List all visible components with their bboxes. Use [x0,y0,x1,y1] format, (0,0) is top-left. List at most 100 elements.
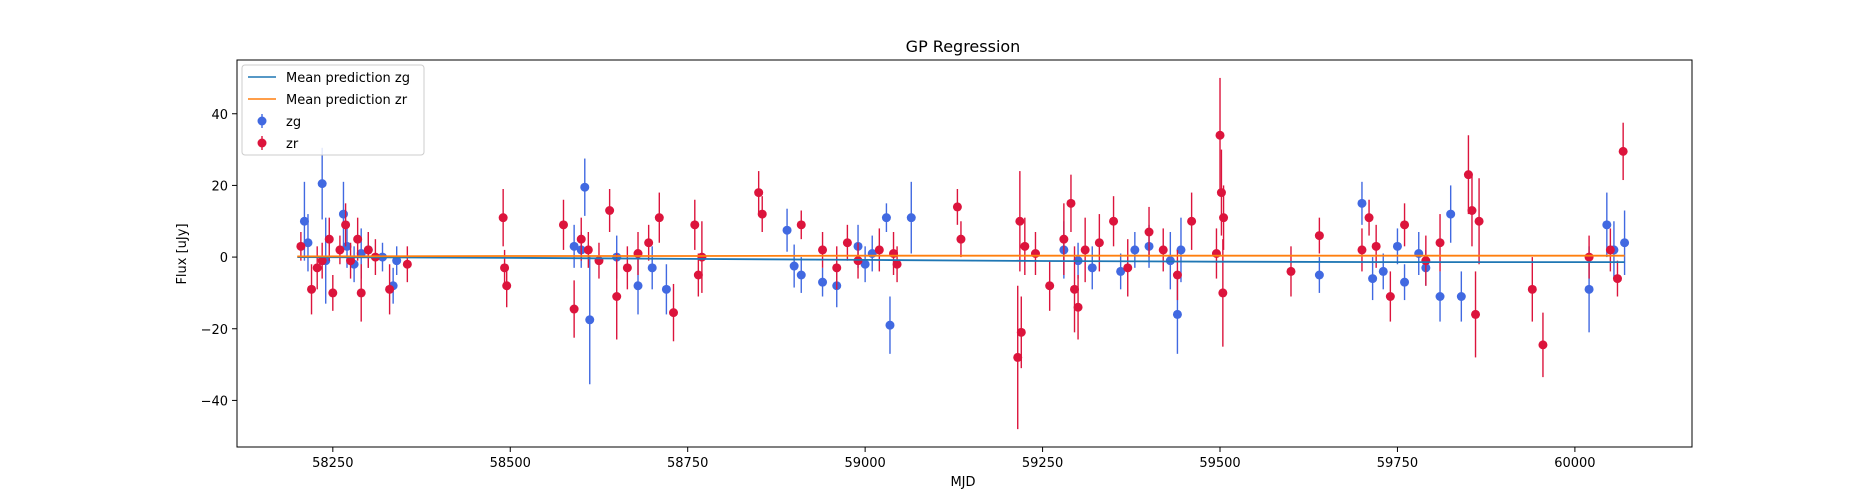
mean-prediction-line-1 [297,254,1625,258]
data-point-zr [1030,249,1040,258]
data-point-zg [580,182,590,192]
data-point-zr [754,188,764,198]
data-point-zg [1368,274,1378,284]
data-point-zr [363,245,373,255]
x-tick-label: 58500 [490,456,531,471]
x-tick-label: 59250 [1022,456,1063,471]
data-point-zr [697,252,707,262]
data-point-zg [1602,220,1612,230]
data-point-zr [644,238,654,248]
data-point-zr [385,284,395,294]
x-tick-label: 58750 [667,456,708,471]
data-point-zr [1109,216,1119,226]
plot-frame [236,59,1693,448]
data-point-zr [1172,270,1182,280]
y-tick-label: 40 [211,108,228,123]
data-point-zg [303,238,313,248]
data-point-zr [1527,284,1537,294]
data-point-zr [1218,288,1228,298]
x-tick-label: 59000 [844,456,885,471]
data-point-zr [569,304,579,314]
data-point-zr [1314,231,1324,241]
data-point-zr [1400,220,1410,230]
y-tick-label: −40 [201,394,228,409]
data-point-zr [796,220,806,230]
data-point-zr [1066,198,1076,208]
data-point-zg [1456,292,1466,301]
y-tick-label: −20 [201,323,228,338]
x-axis-ticks: 58250 58500 58750 59000 59250 59500 59750 60000 [312,447,1596,471]
data-point-zg [1116,266,1126,276]
data-point-zg [585,315,595,325]
data-point-zr [1158,245,1168,255]
legend: Mean prediction zg Mean prediction zr zg… [241,64,425,156]
data-point-zr [558,220,568,230]
data-point-zg [1130,245,1140,255]
y-axis-ticks: −40 −20 0 20 40 [201,108,237,409]
data-point-zr [353,234,363,244]
chart-title: GP Regression [906,37,1021,56]
data-point-zg [1392,241,1402,251]
data-point-zr [1045,281,1055,291]
data-point-zg [1087,263,1097,273]
data-point-zg [392,256,402,266]
data-point-zr [1467,206,1477,215]
data-point-zg [885,320,895,330]
data-point-zr [1080,245,1090,255]
data-point-zr [818,245,828,255]
data-point-zg [1172,309,1182,319]
data-point-zg [569,241,579,251]
data-point-zr [296,241,306,251]
data-point-zr [1421,256,1431,266]
data-point-zg [1435,292,1445,301]
data-point-zg [1357,198,1367,208]
data-point-zr [842,238,852,248]
legend-swatch-zr-marker [257,138,267,148]
data-point-zr [498,213,508,223]
data-point-zr [583,245,593,255]
data-point-zr [1070,284,1080,294]
data-point-zr [1020,241,1030,251]
data-point-zr [1215,130,1225,140]
data-point-zr [1371,241,1381,251]
data-point-zg [1584,284,1594,294]
data-point-zr [1211,249,1221,258]
data-point-zg [1176,245,1186,255]
data-point-zr [612,292,622,301]
data-point-zr [1618,146,1628,156]
y-tick-label: 20 [211,179,228,194]
plot-area [296,77,1630,430]
data-point-zr [317,256,327,266]
legend-label-zg: zg [286,115,301,130]
data-point-zr [312,263,322,273]
data-point-zg [1446,209,1456,219]
x-axis-label: MJD [950,475,975,490]
data-point-zr [1094,238,1104,248]
data-point-zg [633,281,643,291]
data-point-zr [605,206,615,215]
x-tick-label: 59500 [1199,456,1240,471]
data-point-zr [757,209,767,219]
data-point-zr [1612,274,1622,284]
data-point-zg [906,213,916,223]
data-point-zr [328,288,338,298]
data-point-zg [1414,249,1424,258]
data-point-zr [874,245,884,255]
data-point-zr [307,284,317,294]
data-point-zr [1016,327,1026,337]
data-point-zr [956,234,966,244]
data-point-zr [1471,309,1481,319]
data-point-zr [346,256,356,266]
data-point-zr [1605,245,1615,255]
data-point-zr [892,259,902,269]
data-point-zg [317,179,327,189]
data-point-zr [1123,263,1133,273]
data-point-zr [654,213,664,223]
x-tick-label: 60000 [1554,456,1595,471]
data-point-zg [342,241,352,251]
data-point-zr [341,220,351,230]
data-point-zg [1314,270,1324,280]
data-point-zr [1013,352,1023,362]
x-tick-label: 58250 [312,456,353,471]
